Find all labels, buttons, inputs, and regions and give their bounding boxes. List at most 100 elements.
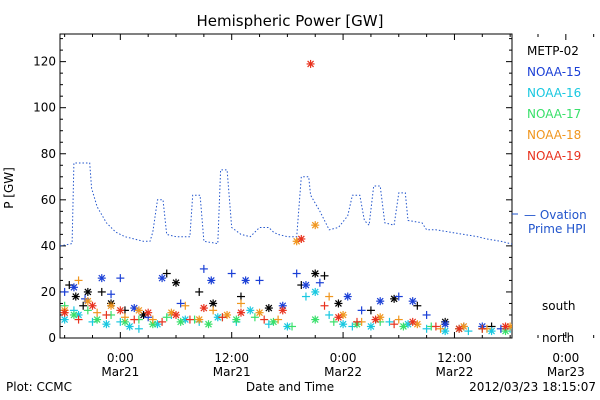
point-noaa-18-south xyxy=(553,235,561,243)
marker-stroke xyxy=(549,284,555,290)
marker-stroke xyxy=(158,274,166,282)
x-tick-date-label: Mar21 xyxy=(101,365,139,379)
legend-item-noaa-18: NOAA-18 xyxy=(527,128,581,142)
legend-item-noaa-17: NOAA-17 xyxy=(527,107,581,121)
point-noaa-16-north xyxy=(548,283,556,291)
marker-stroke xyxy=(61,316,69,324)
point-noaa-15-north xyxy=(376,297,385,306)
point-noaa-15-south xyxy=(357,306,366,315)
point-noaa-16-south xyxy=(134,324,143,333)
point-noaa-17-north xyxy=(120,317,129,326)
marker-stroke xyxy=(172,311,180,319)
point-metp-02-south xyxy=(320,271,329,280)
point-noaa-16-south xyxy=(325,310,334,319)
marker-stroke xyxy=(335,300,342,307)
x-tick-time-label: 0:00 xyxy=(107,351,134,365)
legend-item-noaa-16: NOAA-16 xyxy=(527,86,581,100)
marker-stroke xyxy=(567,280,573,286)
marker-stroke xyxy=(567,280,573,286)
point-noaa-19-north xyxy=(455,324,464,333)
chart-title: Hemispheric Power [GW] xyxy=(197,12,384,30)
marker-stroke xyxy=(311,270,319,277)
marker-stroke xyxy=(237,309,245,317)
marker-stroke xyxy=(544,277,550,283)
point-noaa-19-north xyxy=(199,304,208,313)
marker-stroke xyxy=(563,243,569,249)
point-noaa-17-north xyxy=(176,317,185,326)
marker-stroke xyxy=(279,306,287,314)
marker-stroke xyxy=(549,284,555,290)
point-noaa-17-north xyxy=(204,320,213,329)
marker-stroke xyxy=(172,279,180,287)
marker-stroke xyxy=(521,323,527,329)
point-noaa-17-north xyxy=(566,279,574,287)
point-noaa-18-north xyxy=(255,308,264,317)
point-noaa-18-north xyxy=(134,306,143,315)
marker-stroke xyxy=(130,304,138,312)
point-metp-02-north xyxy=(83,287,92,296)
legend-south-marker xyxy=(527,302,535,310)
marker-stroke xyxy=(214,313,222,321)
point-noaa-18-north xyxy=(580,240,588,248)
marker-stroke xyxy=(540,245,546,251)
point-noaa-17-south xyxy=(83,306,92,315)
point-noaa-19-south xyxy=(74,315,83,324)
marker-stroke xyxy=(256,309,263,317)
point-noaa-16-south xyxy=(585,258,593,266)
marker-stroke xyxy=(177,318,185,326)
marker-stroke xyxy=(121,318,129,326)
point-noaa-15-south xyxy=(292,269,301,278)
point-noaa-15-north xyxy=(520,322,528,330)
point-noaa-19-north xyxy=(297,234,306,243)
point-noaa-19-south xyxy=(320,301,329,310)
legend-item-noaa-19: NOAA-19 xyxy=(527,149,581,163)
point-noaa-15-south xyxy=(227,269,236,278)
marker-stroke xyxy=(544,250,550,256)
marker-stroke xyxy=(311,288,319,296)
marker-stroke xyxy=(246,306,254,314)
x-tick-date-label: Mar21 xyxy=(213,365,251,379)
point-noaa-15-south xyxy=(199,264,208,273)
point-metp-02-north xyxy=(515,320,523,328)
marker-stroke xyxy=(311,221,319,229)
marker-stroke xyxy=(70,283,78,291)
point-metp-02-south xyxy=(195,287,204,296)
marker-stroke xyxy=(376,297,384,305)
marker-stroke xyxy=(339,320,347,328)
point-noaa-17-south xyxy=(250,313,259,322)
x-tick-time-label: 0:00 xyxy=(552,351,579,365)
point-noaa-16-north xyxy=(311,287,320,296)
point-noaa-18-south xyxy=(236,299,245,308)
marker-stroke xyxy=(441,327,449,335)
point-metp-02-north xyxy=(334,299,343,308)
point-metp-02-north xyxy=(71,292,80,301)
marker-stroke xyxy=(549,238,555,244)
point-noaa-17-south xyxy=(288,322,297,331)
point-metp-02-north xyxy=(543,249,551,257)
point-noaa-19-south xyxy=(566,240,574,248)
x-tick-date-label: Mar22 xyxy=(435,365,473,379)
point-noaa-15-north xyxy=(301,281,310,290)
point-metp-02-north xyxy=(264,304,273,313)
x-axis-label: Date and Time xyxy=(246,380,334,394)
point-noaa-17-south xyxy=(557,288,565,296)
point-metp-02-south xyxy=(162,269,171,278)
point-noaa-15-south xyxy=(585,242,593,250)
marker-stroke xyxy=(516,321,522,327)
legend: METP-02 NOAA-15 NOAA-16 NOAA-17 NOAA-18 NOAA-… xyxy=(512,44,587,345)
point-noaa-19-south xyxy=(218,313,227,322)
point-noaa-19-south xyxy=(573,170,581,178)
point-noaa-18-south xyxy=(594,306,600,314)
point-metp-02-south xyxy=(525,311,533,319)
marker-stroke xyxy=(591,291,597,297)
y-tick-label: 0 xyxy=(48,331,56,345)
point-noaa-19-north xyxy=(60,308,69,317)
point-noaa-16-south xyxy=(301,292,310,301)
point-noaa-15-south xyxy=(255,276,264,285)
point-noaa-19-south xyxy=(260,315,269,324)
point-noaa-19-north xyxy=(278,306,287,315)
marker-stroke xyxy=(528,334,534,340)
marker-stroke xyxy=(107,302,115,310)
marker-stroke xyxy=(242,276,250,284)
point-noaa-18-south xyxy=(529,318,537,326)
